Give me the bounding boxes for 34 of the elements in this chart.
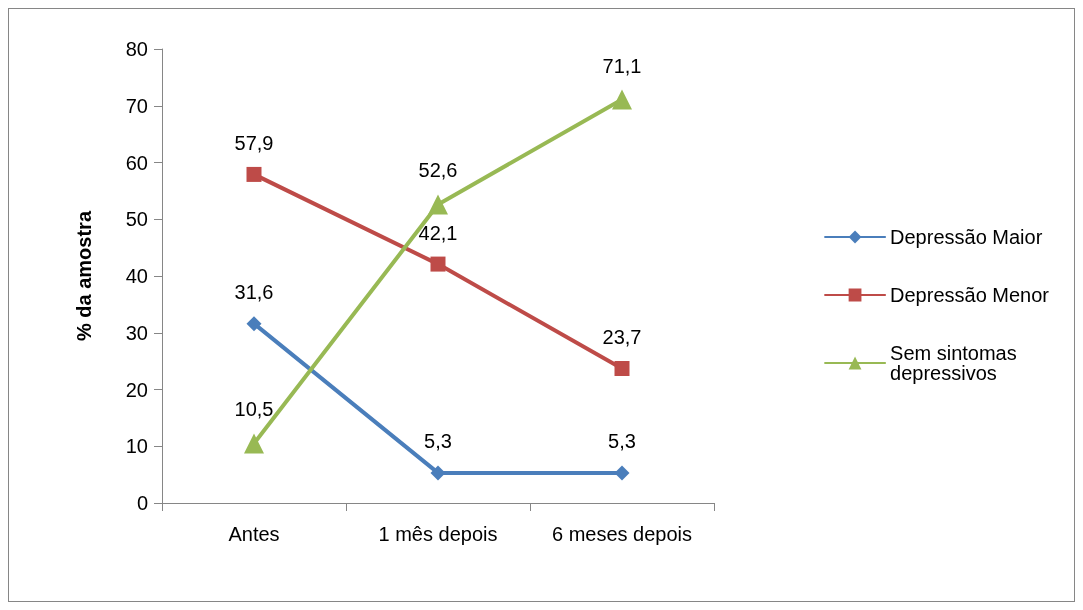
data-label: 42,1 <box>418 221 458 244</box>
point <box>246 316 262 332</box>
y-axis-title: % da amostra <box>73 210 95 342</box>
point <box>244 433 264 454</box>
point <box>430 256 446 272</box>
data-label: 5,3 <box>424 430 452 453</box>
y-tick-label: 60 <box>125 151 148 174</box>
y-tick-label: 50 <box>125 208 148 231</box>
legend-label: Depressão Menor <box>890 284 1050 306</box>
point <box>428 194 448 215</box>
y-tick-label: 70 <box>125 94 148 117</box>
data-label: 5,3 <box>608 430 636 453</box>
data-label: 31,6 <box>234 281 274 304</box>
data-label: 52,6 <box>418 159 458 182</box>
y-tick-label: 20 <box>125 378 148 401</box>
data-label: 23,7 <box>602 326 642 348</box>
legend-label: Depressão Maior <box>890 226 1043 248</box>
x-tick-label: 6 meses depois <box>551 523 693 545</box>
point <box>614 361 630 376</box>
y-tick-label: 40 <box>125 265 148 287</box>
point <box>246 166 262 182</box>
point <box>614 465 630 481</box>
point <box>430 465 446 481</box>
y-tick-label: 80 <box>125 38 148 60</box>
y-tick-label: 0 <box>136 492 148 514</box>
legend-label: Sem sintomas depressivos <box>890 342 1023 384</box>
data-label: 10,5 <box>234 398 274 421</box>
x-tick-label: 1 mês depois <box>378 523 498 545</box>
x-tick-label: Antes <box>228 523 280 545</box>
data-label: 71,1 <box>602 54 642 77</box>
data-label: 57,9 <box>234 131 274 154</box>
point <box>612 89 632 110</box>
y-tick-label: 30 <box>125 321 148 344</box>
y-tick-label: 10 <box>125 435 148 458</box>
